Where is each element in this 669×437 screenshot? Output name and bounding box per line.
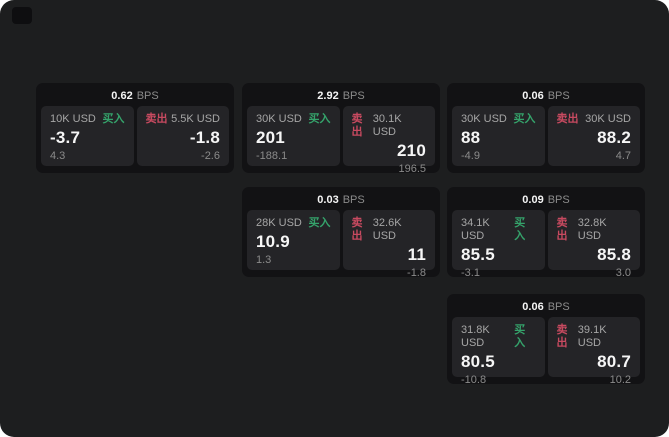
quote-card: 0.06 BPS 30K USD 买入 88 -4.9 卖出 30K USD 8… bbox=[447, 83, 645, 173]
bps-unit-label: BPS bbox=[342, 89, 365, 102]
buy-notional: 28K USD bbox=[256, 217, 302, 229]
bps-value: 2.92 bbox=[317, 89, 339, 102]
buy-notional: 10K USD bbox=[50, 113, 96, 125]
sell-panel[interactable]: 卖出 30K USD 88.2 4.7 bbox=[547, 106, 640, 166]
buy-button[interactable]: 买入 bbox=[514, 217, 526, 242]
buy-panel[interactable]: 28K USD 买入 10.9 1.3 bbox=[247, 210, 340, 270]
bps-unit-label: BPS bbox=[547, 89, 570, 102]
sell-notional: 30K USD bbox=[585, 113, 631, 125]
bps-value: 0.03 bbox=[317, 193, 339, 206]
bps-unit-label: BPS bbox=[547, 193, 570, 206]
bps-header: 0.62 BPS bbox=[36, 83, 234, 106]
bps-value: 0.62 bbox=[111, 89, 133, 102]
sell-panel[interactable]: 卖出 39.1K USD 80.7 10.2 bbox=[547, 317, 640, 386]
quote-card: 0.62 BPS 10K USD 买入 -3.7 4.3 卖出 5.5K USD… bbox=[36, 83, 234, 173]
sell-delta: 196.5 bbox=[398, 163, 426, 175]
buy-price: 85.5 bbox=[461, 245, 495, 264]
sell-button[interactable]: 卖出 bbox=[556, 324, 568, 349]
sell-panel[interactable]: 卖出 32.6K USD 11 -1.8 bbox=[342, 210, 435, 279]
quote-card: 0.09 BPS 34.1K USD 买入 85.5 -3.1 卖出 32.8K… bbox=[447, 187, 645, 279]
sell-delta: -1.8 bbox=[407, 267, 426, 279]
bps-header: 0.03 BPS bbox=[242, 187, 440, 210]
buy-panel[interactable]: 30K USD 买入 201 -188.1 bbox=[247, 106, 340, 166]
buy-price: 10.9 bbox=[256, 232, 290, 251]
quote-panels: 10K USD 买入 -3.7 4.3 卖出 5.5K USD -1.8 -2.… bbox=[36, 106, 234, 171]
sell-delta: -2.6 bbox=[201, 150, 220, 162]
quote-panels: 30K USD 买入 88 -4.9 卖出 30K USD 88.2 4.7 bbox=[447, 106, 645, 171]
sell-notional: 32.8K USD bbox=[577, 217, 607, 242]
buy-price: 80.5 bbox=[461, 352, 495, 371]
sell-button[interactable]: 卖出 bbox=[556, 113, 579, 125]
sell-notional: 39.1K USD bbox=[577, 324, 607, 349]
quote-card: 0.06 BPS 31.8K USD 买入 80.5 -10.8 卖出 39.1… bbox=[447, 294, 645, 386]
buy-button[interactable]: 买入 bbox=[102, 113, 125, 125]
bps-header: 0.06 BPS bbox=[447, 294, 645, 317]
buy-panel[interactable]: 30K USD 买入 88 -4.9 bbox=[452, 106, 545, 166]
buy-button[interactable]: 买入 bbox=[308, 217, 331, 229]
sell-button[interactable]: 卖出 bbox=[351, 217, 363, 242]
sell-delta: 4.7 bbox=[615, 150, 631, 162]
sell-panel[interactable]: 卖出 5.5K USD -1.8 -2.6 bbox=[136, 106, 229, 166]
buy-button[interactable]: 买入 bbox=[308, 113, 331, 125]
bps-value: 0.06 bbox=[522, 89, 544, 102]
buy-button[interactable]: 买入 bbox=[513, 113, 536, 125]
sell-price: 11 bbox=[407, 245, 426, 264]
sell-panel[interactable]: 卖出 30.1K USD 210 196.5 bbox=[342, 106, 435, 175]
buy-delta: -4.9 bbox=[461, 150, 480, 162]
buy-delta: 1.3 bbox=[256, 254, 272, 266]
sell-button[interactable]: 卖出 bbox=[351, 113, 363, 138]
app-menu-chip[interactable] bbox=[12, 7, 32, 24]
bps-header: 0.09 BPS bbox=[447, 187, 645, 210]
sell-price: 210 bbox=[397, 141, 426, 160]
bps-header: 2.92 BPS bbox=[242, 83, 440, 106]
sell-price: 88.2 bbox=[597, 128, 631, 147]
sell-price: 80.7 bbox=[597, 352, 631, 371]
sell-button[interactable]: 卖出 bbox=[145, 113, 168, 125]
buy-notional: 31.8K USD bbox=[461, 324, 490, 349]
bps-unit-label: BPS bbox=[136, 89, 159, 102]
quote-panels: 31.8K USD 买入 80.5 -10.8 卖出 39.1K USD 80.… bbox=[447, 317, 645, 386]
sell-notional: 32.6K USD bbox=[372, 217, 402, 242]
buy-delta: -188.1 bbox=[256, 150, 288, 162]
sell-delta: 10.2 bbox=[609, 374, 631, 386]
buy-price: -3.7 bbox=[50, 128, 81, 147]
buy-delta: -10.8 bbox=[461, 374, 487, 386]
bps-unit-label: BPS bbox=[342, 193, 365, 206]
buy-price: 201 bbox=[256, 128, 285, 147]
sell-delta: 3.0 bbox=[615, 267, 631, 279]
sell-notional: 30.1K USD bbox=[372, 113, 402, 138]
buy-notional: 30K USD bbox=[461, 113, 507, 125]
buy-notional: 30K USD bbox=[256, 113, 302, 125]
sell-price: -1.8 bbox=[189, 128, 220, 147]
quote-card: 0.03 BPS 28K USD 买入 10.9 1.3 卖出 32.6K US… bbox=[242, 187, 440, 279]
sell-panel[interactable]: 卖出 32.8K USD 85.8 3.0 bbox=[547, 210, 640, 279]
buy-button[interactable]: 买入 bbox=[514, 324, 526, 349]
quote-panels: 30K USD 买入 201 -188.1 卖出 30.1K USD 210 1… bbox=[242, 106, 440, 175]
buy-panel[interactable]: 10K USD 买入 -3.7 4.3 bbox=[41, 106, 134, 166]
sell-price: 85.8 bbox=[597, 245, 631, 264]
buy-panel[interactable]: 31.8K USD 买入 80.5 -10.8 bbox=[452, 317, 545, 386]
buy-panel[interactable]: 34.1K USD 买入 85.5 -3.1 bbox=[452, 210, 545, 279]
quote-card: 2.92 BPS 30K USD 买入 201 -188.1 卖出 30.1K … bbox=[242, 83, 440, 175]
quote-panels: 34.1K USD 买入 85.5 -3.1 卖出 32.8K USD 85.8… bbox=[447, 210, 645, 279]
bps-value: 0.06 bbox=[522, 300, 544, 313]
buy-price: 88 bbox=[461, 128, 481, 147]
sell-notional: 5.5K USD bbox=[171, 113, 220, 125]
bps-unit-label: BPS bbox=[547, 300, 570, 313]
bps-header: 0.06 BPS bbox=[447, 83, 645, 106]
buy-notional: 34.1K USD bbox=[461, 217, 490, 242]
bps-value: 0.09 bbox=[522, 193, 544, 206]
sell-button[interactable]: 卖出 bbox=[556, 217, 568, 242]
quote-panels: 28K USD 买入 10.9 1.3 卖出 32.6K USD 11 -1.8 bbox=[242, 210, 440, 279]
buy-delta: -3.1 bbox=[461, 267, 480, 279]
buy-delta: 4.3 bbox=[50, 150, 66, 162]
